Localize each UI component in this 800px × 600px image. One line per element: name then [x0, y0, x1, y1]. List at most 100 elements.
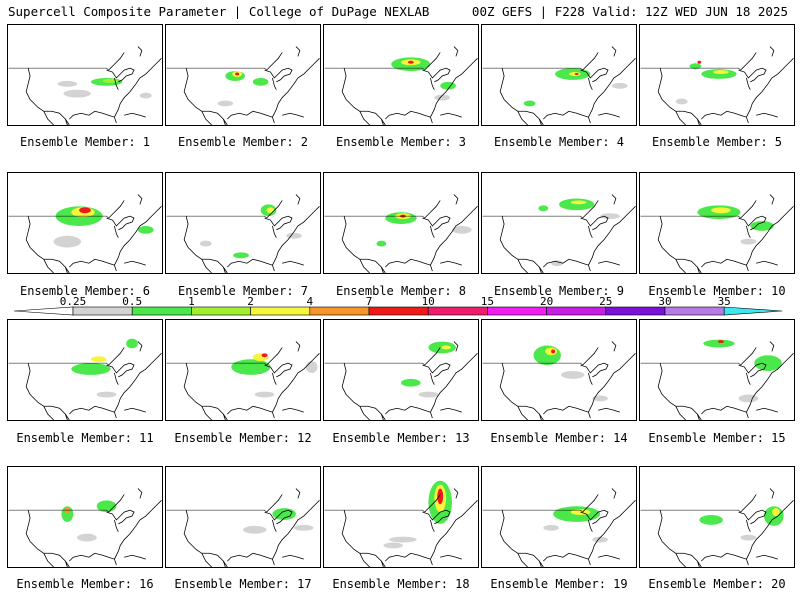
map-lakes-line — [422, 67, 451, 90]
map-lakes-line — [422, 215, 451, 238]
map-coast-line — [341, 58, 478, 125]
map-lakes-line — [264, 67, 293, 90]
conus-map — [8, 338, 162, 420]
map-coast-line — [341, 206, 478, 273]
ensemble-member-label: Ensemble Member: 3 — [335, 135, 467, 149]
map-border-line — [324, 67, 425, 71]
map-canada-line — [266, 46, 301, 71]
scp-contour — [740, 534, 757, 541]
map-lakes-line — [738, 67, 767, 90]
scp-contour — [600, 213, 620, 220]
map-cuba-line — [598, 407, 620, 413]
ensemble-member-label: Ensemble Member: 19 — [490, 577, 628, 591]
map-canada-line — [266, 194, 301, 219]
ensemble-member-label: Ensemble Member: 8 — [335, 284, 467, 298]
scp-contour — [740, 238, 757, 245]
map-lakes-line — [738, 509, 767, 532]
map-canada-line — [582, 46, 617, 71]
map-mexico-line — [43, 553, 68, 567]
map-border-line — [640, 362, 741, 366]
ensemble-member-label: Ensemble Member: 13 — [332, 431, 470, 445]
ensemble-member-label: Ensemble Member: 10 — [648, 284, 786, 298]
scp-contour — [231, 359, 271, 375]
scp-contour — [401, 378, 421, 387]
map-lakes-line — [738, 362, 767, 385]
map-mexico-line — [201, 406, 226, 420]
colorbar-tick-label: 10 — [422, 296, 435, 308]
scp-contour — [560, 370, 585, 379]
map-coast-line — [499, 500, 636, 567]
map-lakes-line — [580, 362, 609, 385]
scp-contour — [551, 349, 556, 354]
ensemble-member-label: Ensemble Member: 5 — [651, 135, 783, 149]
map-mexico-line — [517, 259, 542, 273]
map-lakes-line — [106, 362, 135, 385]
map-border-line — [8, 67, 109, 71]
scp-contour — [738, 394, 759, 403]
ensemble-map-panel — [165, 319, 321, 421]
ensemble-map-panel — [7, 172, 163, 274]
map-border-line — [324, 215, 425, 219]
scp-contour — [137, 225, 154, 234]
ensemble-member-label: Ensemble Member: 17 — [174, 577, 312, 591]
scp-contour — [407, 60, 414, 64]
map-cuba-line — [124, 554, 146, 560]
scp-contour — [437, 488, 444, 505]
conus-map — [324, 341, 478, 420]
conus-map — [166, 488, 320, 567]
map-mexico-line — [359, 553, 384, 567]
map-mexico-line — [675, 111, 700, 125]
colorbar-under-arrow — [13, 306, 74, 316]
conus-map — [482, 46, 636, 125]
map-canada-line — [740, 488, 775, 513]
scp-contour — [441, 345, 451, 350]
scp-contour — [711, 207, 731, 214]
scp-contour — [63, 89, 91, 98]
scp-contour — [79, 207, 91, 214]
scp-contour — [126, 338, 138, 349]
scp-contour — [699, 515, 723, 525]
scp-contour — [305, 361, 318, 373]
map-coast-line — [183, 206, 320, 273]
map-canada-line — [108, 341, 143, 366]
conus-map — [324, 46, 478, 125]
map-canada-line — [740, 194, 775, 219]
colorbar-segment — [191, 306, 251, 316]
map-canada-line — [740, 46, 775, 71]
scp-contour — [57, 80, 78, 87]
conus-map — [8, 46, 162, 125]
conus-map — [166, 46, 320, 125]
map-lakes-line — [580, 509, 609, 532]
colorbar-tick-label: 1 — [188, 296, 195, 308]
ensemble-map-panel — [7, 319, 163, 421]
map-coast-line — [341, 500, 478, 567]
colorbar-segment — [664, 306, 725, 316]
map-coast-line — [657, 500, 794, 567]
conus-map — [640, 194, 794, 273]
scp-contour — [754, 355, 782, 371]
ensemble-map-panel — [481, 319, 637, 421]
map-mexico-line — [201, 111, 226, 125]
scp-contour — [418, 391, 439, 398]
colorbar: 0.25 0.5 1 2 4 7 10 15 20 25 30 35 — [13, 296, 783, 316]
map-border-line — [640, 215, 741, 219]
ensemble-member-label: Ensemble Member: 18 — [332, 577, 470, 591]
scp-contour — [266, 207, 275, 214]
colorbar-tick-label: 4 — [306, 296, 313, 308]
map-border-line — [166, 215, 267, 219]
ensemble-map-panel — [323, 172, 479, 274]
map-canada-line — [424, 341, 459, 366]
map-cuba-line — [124, 112, 146, 118]
map-mexico-line — [43, 406, 68, 420]
ensemble-map-panel — [481, 172, 637, 274]
ensemble-member-label: Ensemble Member: 7 — [177, 284, 309, 298]
ensemble-member-label: Ensemble Member: 9 — [493, 284, 625, 298]
map-border-line — [8, 509, 109, 513]
ensemble-map-panel — [481, 466, 637, 568]
ensemble-map-panel — [639, 24, 795, 126]
ensemble-member-label: Ensemble Member: 20 — [648, 577, 786, 591]
colorbar-tick-label: 0.25 — [60, 296, 87, 308]
map-cuba-line — [598, 554, 620, 560]
scp-contour — [77, 533, 97, 542]
map-cuba-line — [598, 112, 620, 118]
